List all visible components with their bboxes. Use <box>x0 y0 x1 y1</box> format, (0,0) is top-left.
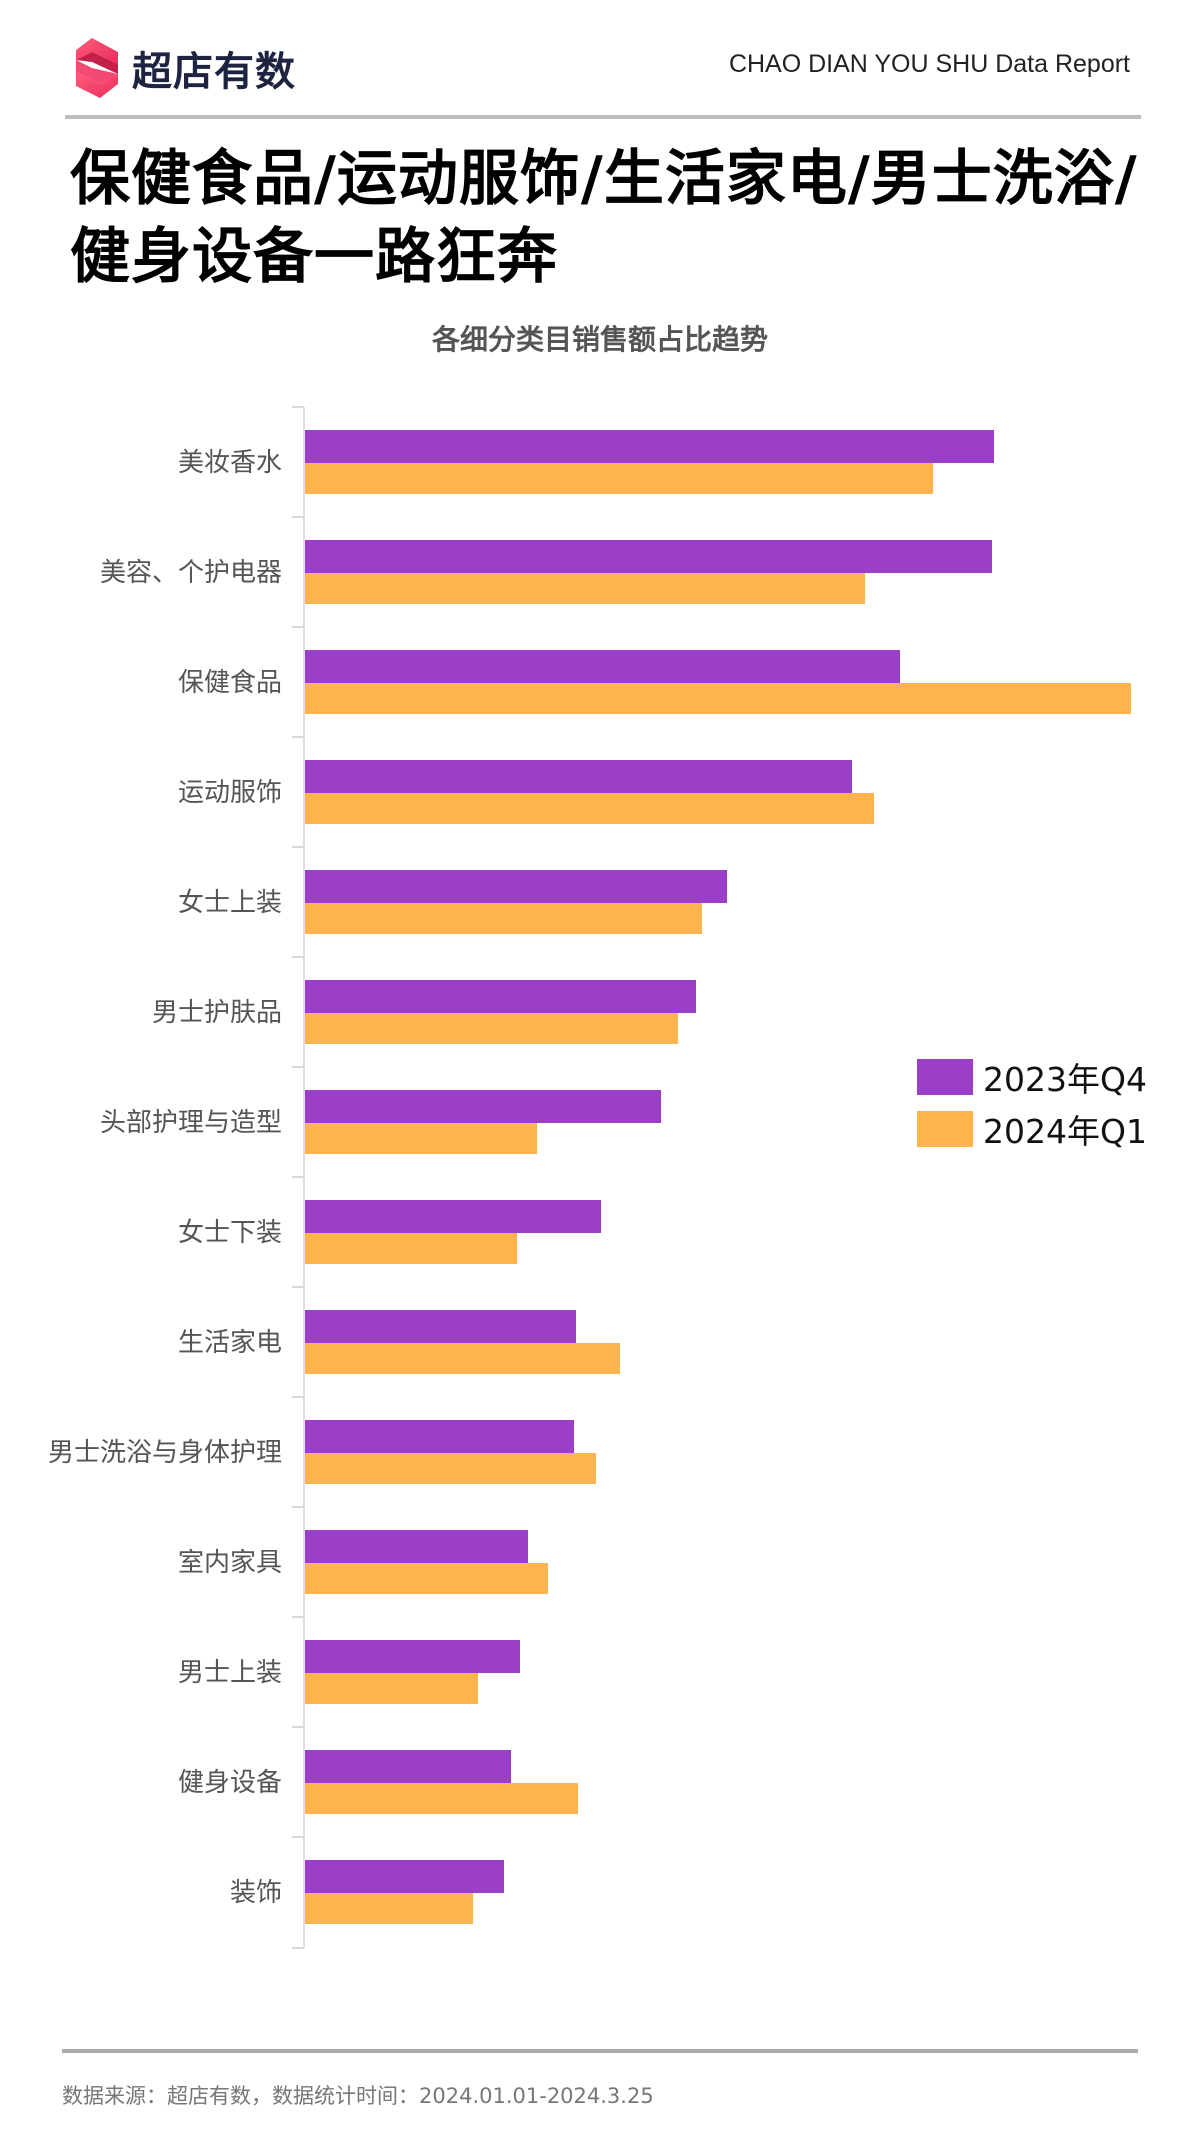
bar-2023q4 <box>305 1200 601 1233</box>
bar-2024q1 <box>305 1673 478 1704</box>
chart-legend: 2023年Q4 2024年Q1 <box>917 1053 1147 1157</box>
category-row: 美妆香水 <box>0 406 1200 517</box>
category-row: 男士上装 <box>0 1616 1200 1727</box>
category-axis-line <box>303 407 305 1948</box>
axis-tick <box>292 1286 304 1288</box>
category-label: 健身设备 <box>177 1768 282 1798</box>
axis-tick <box>292 736 304 738</box>
bar-2024q1 <box>305 463 933 494</box>
bar-2023q4 <box>305 1640 520 1673</box>
bar-2023q4 <box>305 980 696 1013</box>
bar-2024q1 <box>305 1453 596 1484</box>
category-row: 头部护理与造型 <box>0 1066 1200 1177</box>
bar-2023q4 <box>305 540 992 573</box>
category-row: 生活家电 <box>0 1286 1200 1397</box>
axis-tick <box>292 626 304 628</box>
brand-name: 超店有数 <box>132 49 296 95</box>
legend-item-2023q4: 2023年Q4 <box>917 1053 1147 1101</box>
legend-item-2024q1: 2024年Q1 <box>917 1105 1147 1153</box>
bar-2024q1 <box>305 1123 537 1154</box>
category-row: 女士下装 <box>0 1176 1200 1287</box>
axis-tick <box>292 956 304 958</box>
axis-tick <box>292 1506 304 1508</box>
category-label: 男士护肤品 <box>151 998 282 1028</box>
chart-title: 各细分类目销售额占比趋势 <box>431 323 768 356</box>
category-label: 运动服饰 <box>177 778 282 808</box>
category-label: 美妆香水 <box>177 448 282 478</box>
bar-2024q1 <box>305 1783 578 1814</box>
category-label: 头部护理与造型 <box>99 1108 282 1138</box>
bar-2023q4 <box>305 1090 661 1123</box>
bar-2024q1 <box>305 1343 620 1374</box>
legend-label: 2023年Q4 <box>983 1060 1147 1099</box>
axis-tick <box>292 516 304 518</box>
category-row: 美容、个护电器 <box>0 516 1200 627</box>
category-row: 装饰 <box>0 1836 1200 1947</box>
category-label: 装饰 <box>229 1878 282 1908</box>
data-source-note: 数据来源：超店有数，数据统计时间：2024.01.01-2024.3.25 <box>62 2084 654 2108</box>
axis-tick <box>292 1616 304 1618</box>
axis-tick <box>292 1947 304 1949</box>
bar-2023q4 <box>305 1860 504 1893</box>
footer-divider <box>62 2049 1138 2053</box>
bar-2023q4 <box>305 1420 574 1453</box>
bar-2024q1 <box>305 1013 678 1044</box>
axis-tick <box>292 1176 304 1178</box>
report-label: CHAO DIAN YOU SHU Data Report <box>728 50 1130 78</box>
legend-label: 2024年Q1 <box>983 1112 1147 1151</box>
bar-2024q1 <box>305 1233 517 1264</box>
page-title: 保健食品/运动服饰/生活家电/男士洗浴/健身设备一路狂奔 <box>70 144 1138 292</box>
category-label: 男士上装 <box>177 1658 282 1688</box>
category-label: 女士下装 <box>177 1218 282 1248</box>
bar-2024q1 <box>305 683 1131 714</box>
category-row: 运动服饰 <box>0 736 1200 847</box>
legend-swatch-icon <box>917 1111 973 1147</box>
category-label: 美容、个护电器 <box>99 558 282 588</box>
bar-2024q1 <box>305 1893 473 1924</box>
bar-2024q1 <box>305 1563 548 1594</box>
axis-tick <box>292 406 304 408</box>
axis-tick <box>292 1396 304 1398</box>
header-divider <box>65 115 1141 119</box>
category-label: 生活家电 <box>177 1328 282 1358</box>
report-header: 超店有数 CHAO DIAN YOU SHU Data Report <box>0 0 1200 120</box>
bar-2023q4 <box>305 1310 576 1343</box>
bar-2023q4 <box>305 650 900 683</box>
axis-tick <box>292 1066 304 1068</box>
category-label: 室内家具 <box>177 1548 282 1578</box>
category-row: 女士上装 <box>0 846 1200 957</box>
bar-2024q1 <box>305 903 702 934</box>
axis-tick <box>292 1836 304 1838</box>
bar-2023q4 <box>305 870 727 903</box>
category-label: 男士洗浴与身体护理 <box>47 1438 282 1468</box>
category-row: 保健食品 <box>0 626 1200 737</box>
category-label: 保健食品 <box>177 668 282 698</box>
bar-2024q1 <box>305 793 874 824</box>
brand-s-logo-icon <box>76 38 118 98</box>
bar-2024q1 <box>305 573 865 604</box>
bar-2023q4 <box>305 1750 511 1783</box>
category-label: 女士上装 <box>177 888 282 918</box>
axis-tick <box>292 846 304 848</box>
bar-chart: 美妆香水美容、个护电器保健食品运动服饰女士上装男士护肤品头部护理与造型女士下装生… <box>0 406 1200 1949</box>
category-row: 健身设备 <box>0 1726 1200 1837</box>
category-row: 室内家具 <box>0 1506 1200 1617</box>
bar-2023q4 <box>305 1530 528 1563</box>
category-row: 男士洗浴与身体护理 <box>0 1396 1200 1507</box>
axis-tick <box>292 1726 304 1728</box>
category-row: 男士护肤品 <box>0 956 1200 1067</box>
legend-swatch-icon <box>917 1059 973 1095</box>
bar-2023q4 <box>305 760 852 793</box>
brand-logo: 超店有数 <box>70 38 296 98</box>
bar-2023q4 <box>305 430 994 463</box>
